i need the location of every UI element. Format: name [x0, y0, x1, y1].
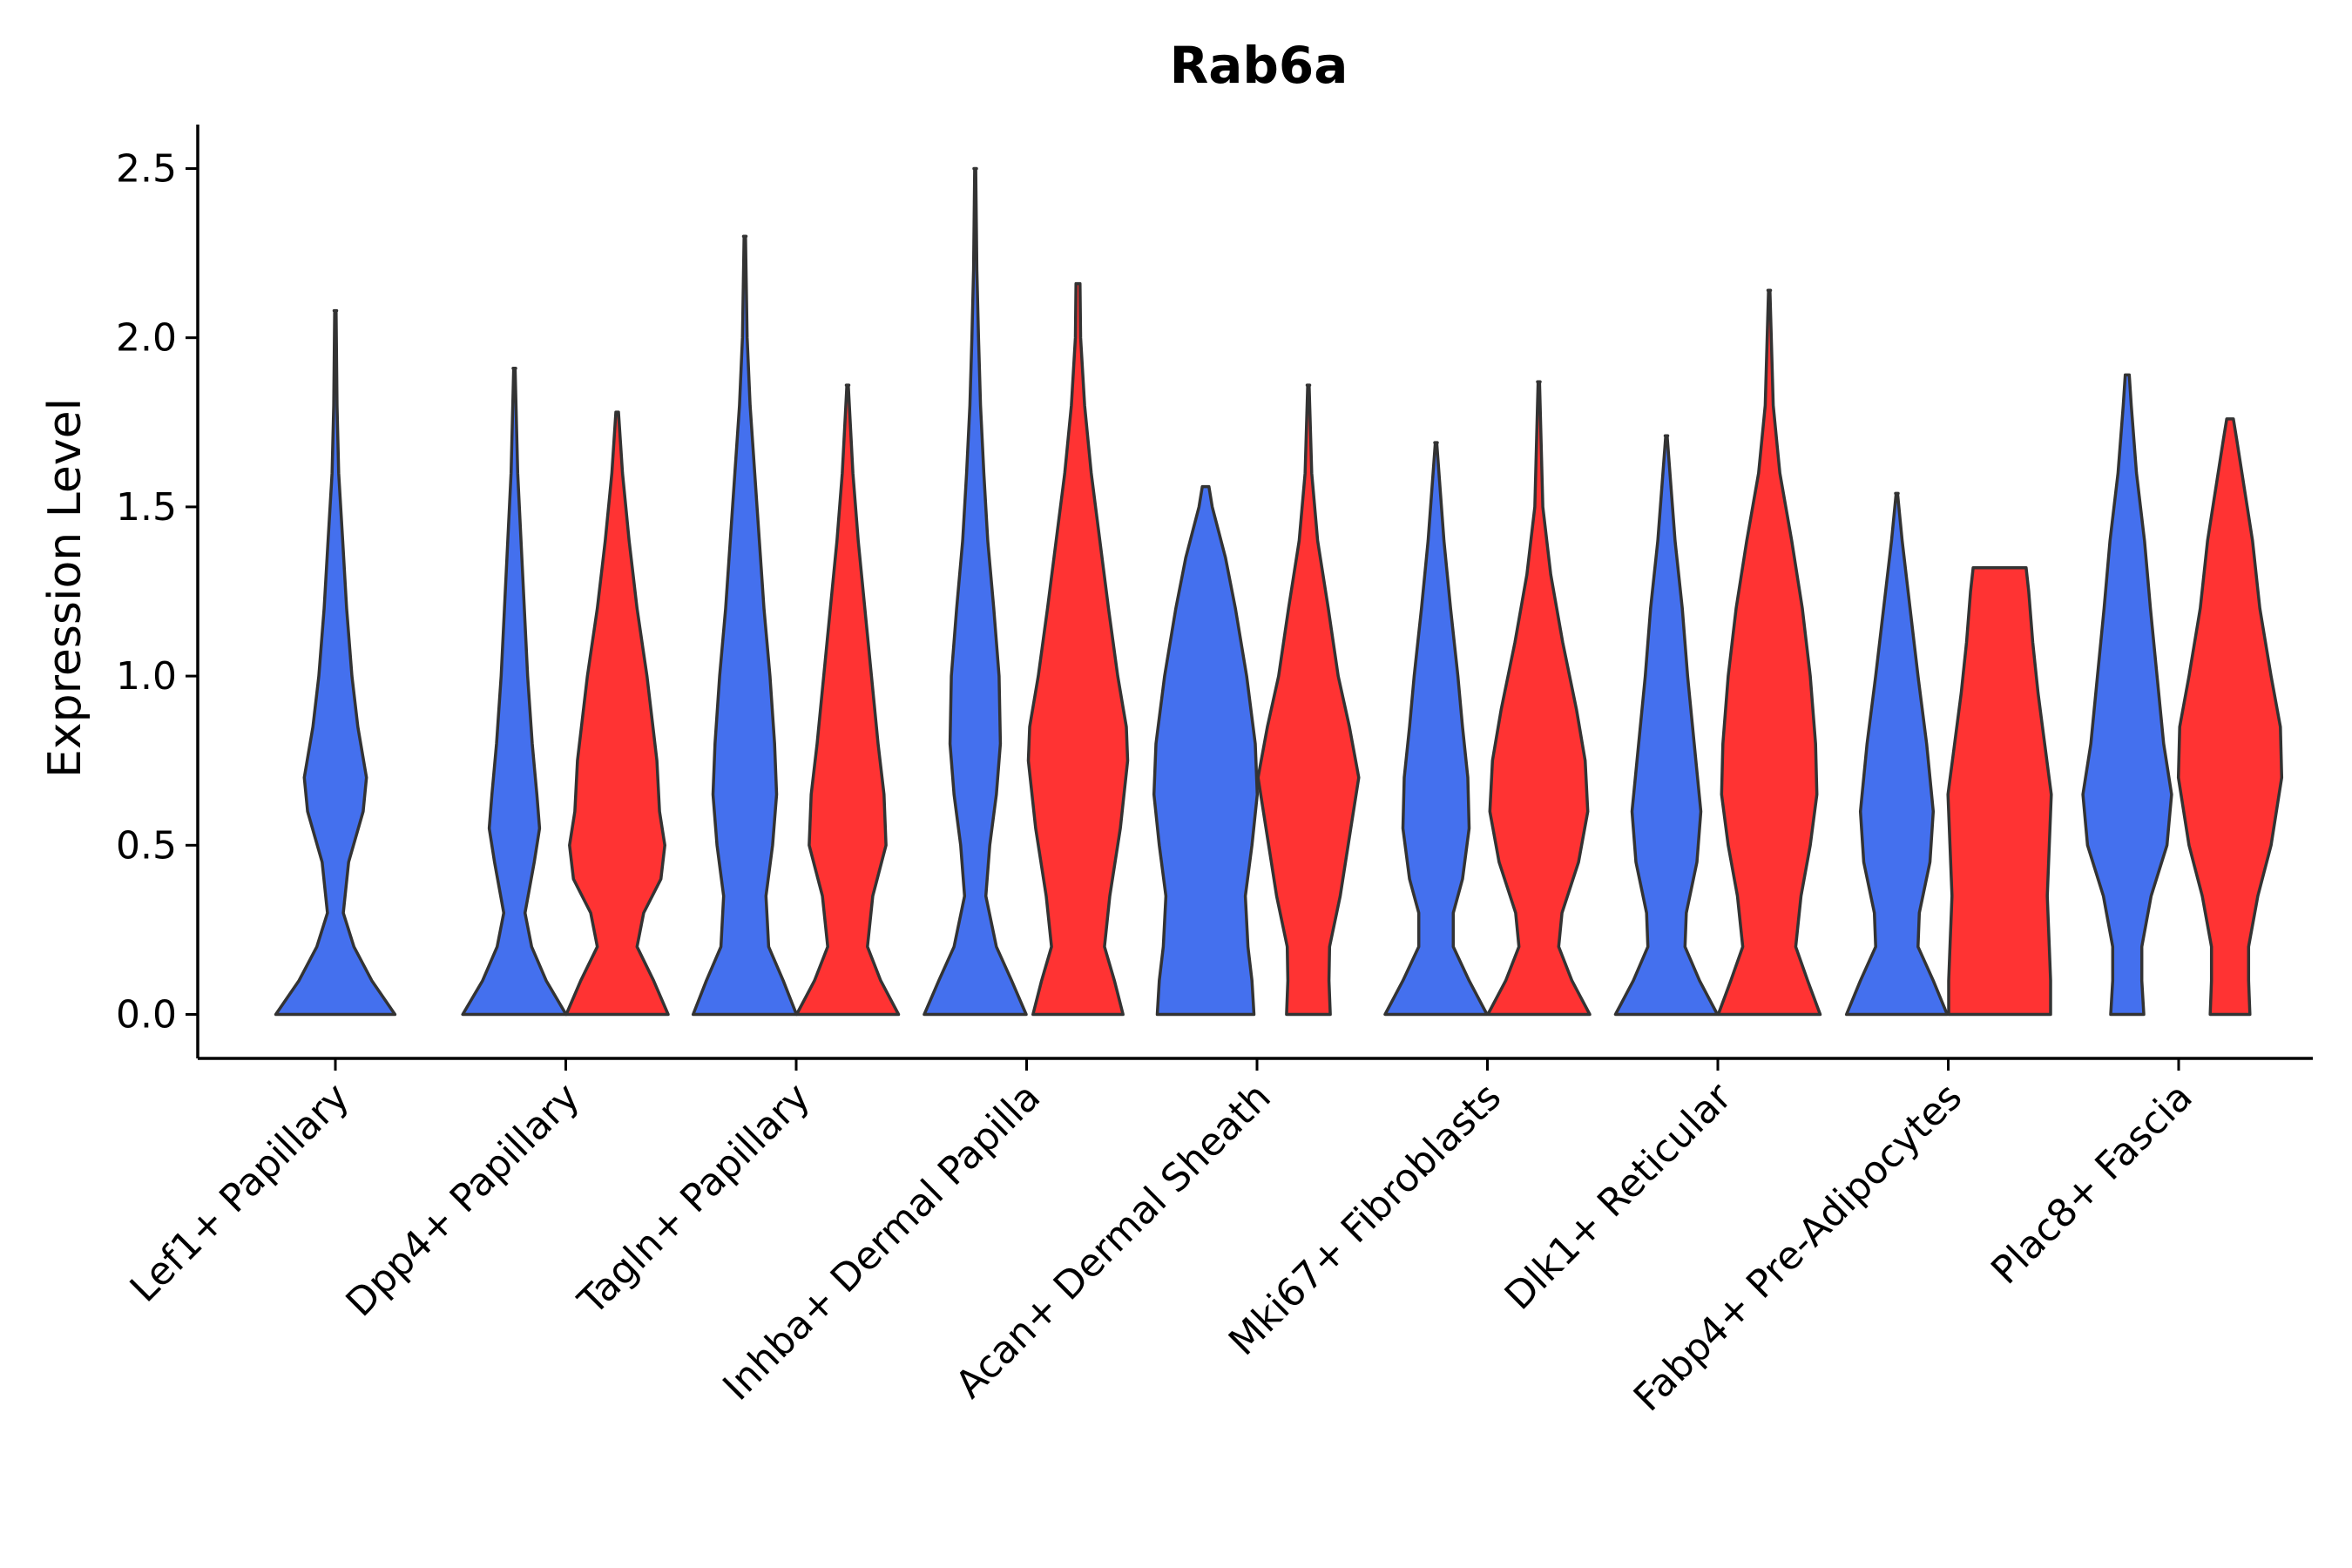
violin-layer: [274, 166, 2284, 1017]
violin-group-1-5: [1383, 441, 1489, 1017]
violin-group-2-8: [2176, 417, 2284, 1017]
y-tick-label: 2.0: [116, 316, 177, 361]
violin-group-1-2: [691, 234, 799, 1017]
x-tick-label: Plac8+ Fascia: [1983, 1075, 2201, 1294]
violin-group-1-8: [2081, 373, 2173, 1017]
violin-group-2-2: [794, 383, 901, 1017]
chart-title: Rab6a: [1170, 36, 1348, 95]
y-axis-label: Expression Level: [39, 398, 91, 778]
x-tick-label: Lef1+ Papillary: [122, 1075, 358, 1311]
violin-group-1-4: [1152, 484, 1260, 1017]
violin-group-1-0: [274, 308, 397, 1017]
y-tick-label: 0.5: [116, 823, 177, 868]
violin-group-1-7: [1844, 491, 1950, 1017]
violin-group-2-4: [1256, 383, 1361, 1017]
violin-group-2-6: [1716, 288, 1822, 1017]
y-tick-label: 1.0: [116, 654, 177, 699]
x-tick-label: Dpp4+ Papillary: [338, 1075, 589, 1326]
violin-group-2-1: [564, 410, 670, 1017]
y-tick-label: 2.5: [116, 146, 177, 191]
y-tick-label: 0.0: [116, 993, 177, 1037]
violin-group-1-3: [923, 166, 1028, 1017]
violin-group-2-3: [1026, 281, 1130, 1017]
violin-group-2-5: [1486, 380, 1592, 1017]
violin-group-2-7: [1946, 566, 2053, 1017]
y-ticks: 0.0 0.5 1.0 1.5 2.0 2.5: [116, 146, 198, 1037]
x-tick-label: Tagln+ Papillary: [570, 1075, 819, 1324]
y-tick-label: 1.5: [116, 485, 177, 530]
x-tick-label: Dlk1+ Reticular: [1497, 1074, 1741, 1319]
violin-group-1-6: [1613, 434, 1720, 1017]
violin-group-1-1: [461, 366, 568, 1017]
